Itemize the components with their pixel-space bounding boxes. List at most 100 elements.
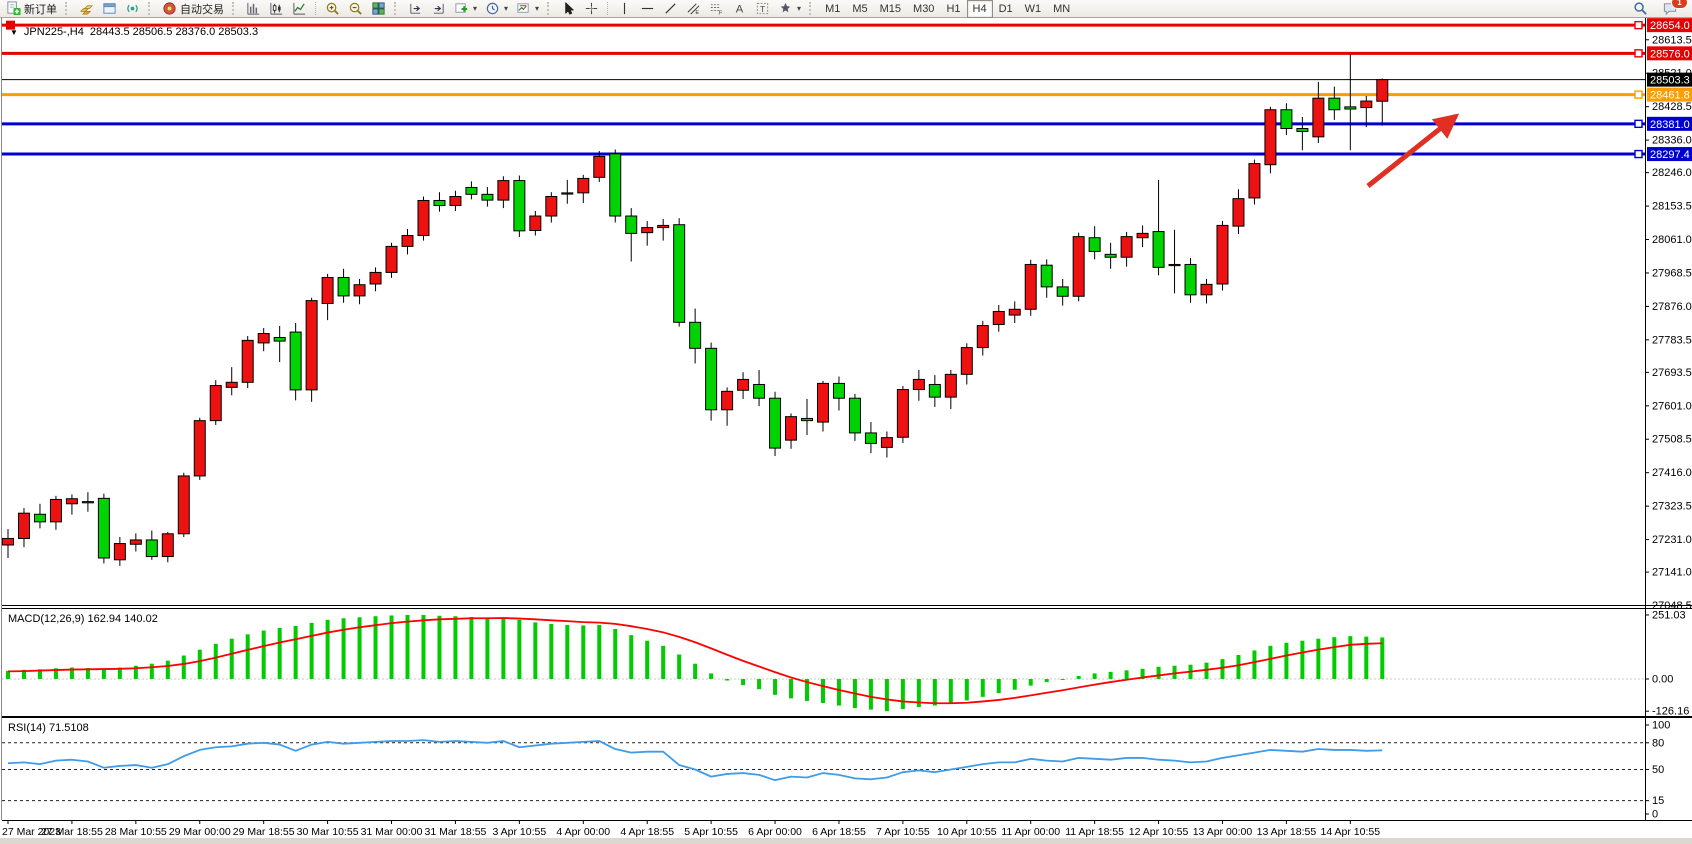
- shapes-tool-button[interactable]: ▾: [774, 0, 805, 18]
- candle-10: [161, 533, 174, 558]
- dropdown-arrow-icon[interactable]: ▾: [504, 4, 509, 13]
- zoomin-icon: [325, 1, 340, 16]
- candle-71: [1136, 232, 1149, 239]
- charts-window-icon[interactable]: [98, 0, 121, 18]
- svg-text:28654.0: 28654.0: [1650, 20, 1690, 32]
- candle-61: [976, 325, 989, 349]
- window-icon: [102, 1, 117, 16]
- template-button[interactable]: ▾: [512, 0, 543, 18]
- period-button[interactable]: ▾: [481, 0, 512, 18]
- line-chart-mode-button[interactable]: [288, 0, 311, 18]
- timeframe-button-m15[interactable]: M15: [879, 2, 902, 15]
- svg-text:28061.0: 28061.0: [1652, 234, 1692, 246]
- candle-55: [880, 437, 893, 448]
- dropdown-arrow-icon[interactable]: ▾: [797, 4, 802, 13]
- vertical-line-tool-button[interactable]: [613, 0, 636, 18]
- horizontal-line-28461.8[interactable]: [2, 90, 1645, 99]
- vline-icon: [617, 1, 632, 16]
- candle-72: [1152, 231, 1165, 268]
- svg-text:T: T: [760, 4, 765, 14]
- timeframe-button-h1[interactable]: H1: [946, 2, 961, 15]
- candle-3: [49, 498, 62, 523]
- candle-84: [1344, 106, 1357, 110]
- timeframe-button-mn[interactable]: MN: [1053, 2, 1071, 15]
- candle-1: [17, 512, 30, 539]
- label-tool-button[interactable]: T: [751, 0, 774, 18]
- candle-22: [353, 284, 366, 297]
- bar-chart-mode-button[interactable]: [242, 0, 265, 18]
- rsi-label: RSI(14) 71.5108: [8, 722, 89, 734]
- autoscroll-icon: [431, 1, 446, 16]
- timeframe-button-h4[interactable]: H4: [966, 0, 993, 18]
- svg-text:28246.0: 28246.0: [1652, 167, 1692, 179]
- zoomout-icon: [348, 1, 363, 16]
- dropdown-arrow-icon[interactable]: ▾: [535, 4, 540, 13]
- candle-31: [497, 180, 510, 201]
- toolbar-grip: [148, 2, 154, 15]
- candle-13: [209, 385, 222, 422]
- svg-text:80: 80: [1652, 737, 1664, 749]
- svg-text:13 Apr 18:55: 13 Apr 18:55: [1257, 826, 1317, 838]
- macd-pane: MACD(12,26,9) 162.94 140.02 251.03 0.00 -12…: [2, 609, 1689, 718]
- candle-51: [816, 382, 829, 423]
- candlestick-mode-button[interactable]: [265, 0, 288, 18]
- chart-ohlc-values: 28443.5 28506.5 28376.0 28503.3: [89, 26, 259, 38]
- notifications-chat-icon[interactable]: 1: [1658, 0, 1688, 18]
- candle-57: [912, 378, 925, 391]
- horizontal-line-28381[interactable]: [2, 119, 1645, 129]
- timeframe-button-d1[interactable]: D1: [998, 2, 1013, 15]
- candle-19: [305, 300, 318, 391]
- candle-62: [992, 310, 1005, 325]
- candle-48: [769, 397, 782, 449]
- timeframe-button-m1[interactable]: M1: [825, 2, 841, 15]
- candle-53: [848, 397, 861, 434]
- candle-77: [1232, 198, 1245, 227]
- tile-icon: [371, 1, 386, 16]
- svg-text:6 Apr 00:00: 6 Apr 00:00: [748, 826, 802, 838]
- market-watch-icon[interactable]: [75, 0, 98, 18]
- fibonacci-tool-button[interactable]: F: [705, 0, 728, 18]
- toolbar: 新订单 自动交易 ▾ ▾ ▾ E F A T ▾ M1 M5 M15 M30 H1 H4 D1 W1 MN 1: [0, 0, 1692, 18]
- svg-text:28613.5: 28613.5: [1652, 34, 1692, 46]
- horizontal-line-28654[interactable]: [2, 20, 1645, 30]
- text-tool-button[interactable]: A: [728, 0, 751, 18]
- horizontal-line-28576[interactable]: [2, 49, 1645, 58]
- horizontal-line-tool-button[interactable]: [636, 0, 659, 18]
- candle-54: [864, 432, 877, 444]
- add-indicator-button[interactable]: ▾: [450, 0, 481, 18]
- svg-text:11 Apr 00:00: 11 Apr 00:00: [1001, 826, 1060, 838]
- candle-39: [625, 215, 638, 234]
- timeframe-button-w1[interactable]: W1: [1024, 2, 1042, 15]
- dropdown-arrow-icon[interactable]: ▾: [473, 4, 478, 13]
- horizontal-line-28297.4[interactable]: [2, 149, 1645, 159]
- channel-icon: E: [686, 1, 701, 16]
- symbol-dropdown-icon[interactable]: ▼: [10, 27, 18, 37]
- plusgreen-icon: [454, 1, 469, 16]
- cursor-tool-button[interactable]: [557, 0, 580, 18]
- channel-tool-button[interactable]: E: [682, 0, 705, 18]
- candle-11: [177, 475, 190, 535]
- candle-21: [337, 276, 350, 297]
- trend-arrow-annotation[interactable]: [1366, 113, 1460, 188]
- signals-icon[interactable]: [121, 0, 144, 18]
- svg-text:13 Apr 00:00: 13 Apr 00:00: [1193, 826, 1253, 838]
- timeframe-button-m30[interactable]: M30: [913, 2, 935, 15]
- auto-scroll-button[interactable]: [427, 0, 450, 18]
- candle-82: [1312, 97, 1325, 138]
- tile-windows-button[interactable]: [367, 0, 390, 18]
- autotrading-button[interactable]: 自动交易: [158, 0, 228, 18]
- svg-text:6 Apr 18:55: 6 Apr 18:55: [812, 826, 866, 838]
- svg-text:27231.0: 27231.0: [1652, 534, 1692, 546]
- svg-text:15: 15: [1652, 795, 1664, 807]
- svg-text:11 Apr 18:55: 11 Apr 18:55: [1065, 826, 1124, 838]
- zoom-in-button[interactable]: [321, 0, 344, 18]
- trendline-tool-button[interactable]: [659, 0, 682, 18]
- timeframe-button-m5[interactable]: M5: [852, 2, 868, 15]
- zoom-out-button[interactable]: [344, 0, 367, 18]
- new-order-button[interactable]: 新订单: [2, 0, 61, 18]
- crosshair-tool-button[interactable]: [580, 0, 603, 18]
- chart-shift-button[interactable]: [404, 0, 427, 18]
- candle-29: [465, 186, 478, 195]
- search-icon[interactable]: [1629, 0, 1652, 18]
